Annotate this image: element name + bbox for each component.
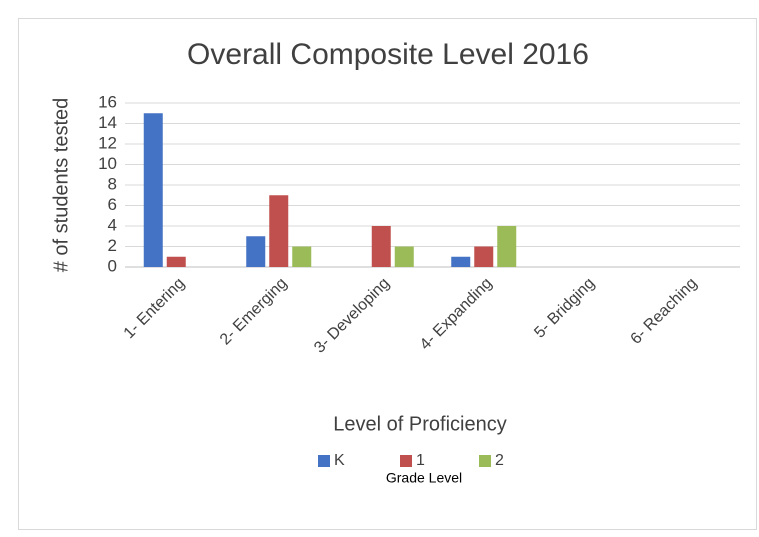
bar <box>451 256 471 267</box>
legend-label: 1 <box>416 452 425 469</box>
legend-label: 2 <box>495 452 504 469</box>
bar <box>497 226 517 267</box>
legend-label: K <box>334 452 345 469</box>
bar <box>394 246 414 267</box>
y-tick-label: 12 <box>98 133 117 152</box>
bar <box>371 226 391 267</box>
x-axis-label: Level of Proficiency <box>333 413 506 435</box>
bar <box>269 195 289 267</box>
y-tick-label: 16 <box>98 92 117 111</box>
legend-title: Grade Level <box>386 470 462 486</box>
y-tick-label: 8 <box>108 174 117 193</box>
chart-frame <box>18 18 757 530</box>
bar <box>246 236 266 267</box>
y-tick-label: 14 <box>98 113 117 132</box>
bar <box>474 246 494 267</box>
bar <box>292 246 312 267</box>
legend-swatch <box>400 455 412 467</box>
y-tick-label: 0 <box>108 256 117 275</box>
y-tick-label: 10 <box>98 154 117 173</box>
legend-swatch <box>479 455 491 467</box>
y-tick-label: 4 <box>108 215 117 234</box>
bar <box>143 113 163 267</box>
legend-swatch <box>318 455 330 467</box>
y-tick-label: 2 <box>108 236 117 255</box>
y-axis-label: # of students tested <box>50 98 72 273</box>
bar <box>166 256 186 267</box>
y-tick-label: 6 <box>108 195 117 214</box>
chart-title: Overall Composite Level 2016 <box>187 38 589 71</box>
